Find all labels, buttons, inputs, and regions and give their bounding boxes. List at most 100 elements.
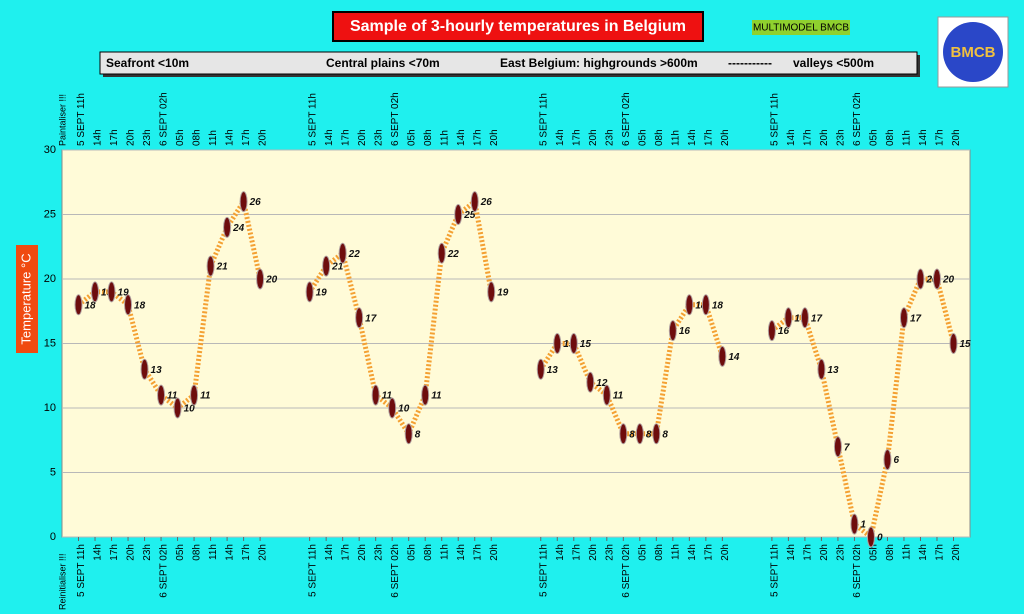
- point-marker: [553, 333, 562, 354]
- point-marker: [437, 242, 446, 264]
- x-tick-label-top: 23h: [142, 129, 153, 146]
- data-label: 18: [695, 300, 707, 311]
- point-marker: [668, 320, 677, 342]
- point-marker: [173, 397, 182, 419]
- point-marker: [800, 307, 809, 329]
- y-axis-label: Temperature °C: [18, 253, 33, 344]
- x-tick-label-top: 11h: [439, 130, 450, 146]
- point-marker: [949, 333, 958, 354]
- x-tick-label-top: 14h: [456, 129, 467, 146]
- x-tick-label: 5 SEPT 11h: [307, 544, 318, 597]
- x-tick-label: 14h: [687, 544, 698, 561]
- x-tick-label-top: 20h: [720, 129, 731, 146]
- point-marker: [388, 397, 397, 419]
- x-tick-label: 14h: [225, 544, 236, 561]
- data-label: 11: [200, 391, 211, 402]
- y-tick-label: 5: [50, 466, 56, 478]
- x-tick-label: 17h: [340, 544, 351, 561]
- y-tick-label: 20: [44, 273, 56, 285]
- y-tick-label: 0: [50, 531, 56, 543]
- point-marker: [487, 281, 496, 303]
- data-label: 18: [134, 300, 146, 311]
- data-label: 7: [844, 442, 850, 453]
- x-tick-label: 11h: [208, 544, 219, 560]
- point-marker: [355, 307, 364, 329]
- x-tick-label: 5 SEPT 11h: [770, 544, 781, 597]
- x-tick-label: 5 SEPT 11h: [76, 544, 87, 597]
- point-marker: [602, 384, 611, 406]
- point-marker: [833, 436, 842, 458]
- paint-button[interactable]: Paintaliser !!!: [57, 94, 67, 146]
- x-tick-label: 6 SEPT 02h: [390, 544, 401, 598]
- x-tick-label: 05h: [406, 544, 417, 561]
- reset-button[interactable]: Reinitialiser !!!: [57, 553, 67, 610]
- data-label: 15: [580, 339, 592, 350]
- point-marker: [223, 216, 232, 238]
- x-tick-label: 20h: [720, 544, 731, 561]
- data-label: 17: [365, 313, 377, 324]
- data-label: 17: [794, 313, 806, 324]
- data-label: 20: [925, 275, 938, 286]
- x-tick-label-top: 08h: [654, 129, 665, 146]
- data-label: 16: [679, 326, 691, 337]
- data-label: 20: [265, 275, 278, 286]
- x-tick-label-top: 08h: [423, 129, 434, 146]
- point-marker: [619, 423, 628, 445]
- point-marker: [817, 358, 826, 380]
- data-label: 18: [712, 300, 724, 311]
- x-tick-label-top: 5 SEPT 11h: [307, 93, 318, 146]
- chart-title: Sample of 3-hourly temperatures in Belgi…: [350, 18, 686, 35]
- x-tick-label-top: 17h: [703, 129, 714, 146]
- x-tick-label: 17h: [571, 544, 582, 561]
- x-tick-label-top: 05h: [637, 129, 648, 146]
- x-tick-label-top: 08h: [885, 129, 896, 146]
- point-marker: [652, 423, 661, 445]
- x-tick-label-top: 20h: [819, 129, 830, 146]
- data-label: 19: [497, 288, 509, 299]
- x-tick-label: 20h: [819, 544, 830, 561]
- x-tick-label: 23h: [142, 544, 153, 561]
- point-marker: [190, 384, 199, 406]
- data-label: 22: [447, 249, 460, 260]
- data-label: 19: [118, 288, 130, 299]
- y-tick-label: 25: [44, 208, 56, 220]
- x-tick-label-top: 23h: [836, 129, 847, 146]
- data-label: 16: [778, 326, 790, 337]
- x-tick-label: 14h: [918, 544, 929, 561]
- data-label: 20: [942, 275, 955, 286]
- point-marker: [454, 204, 463, 225]
- x-tick-label: 05h: [175, 544, 186, 561]
- data-label: 11: [613, 391, 624, 402]
- x-tick-label: 20h: [588, 544, 599, 561]
- point-marker: [124, 294, 133, 316]
- x-tick-label-top: 14h: [687, 129, 698, 146]
- point-marker: [569, 333, 578, 354]
- data-label: 8: [662, 429, 668, 440]
- x-tick-label-top: 05h: [869, 129, 880, 146]
- point-marker: [850, 513, 859, 535]
- point-marker: [470, 191, 479, 213]
- data-label: 8: [646, 429, 652, 440]
- legend-entry: valleys <500m: [793, 56, 874, 70]
- x-tick-label: 20h: [489, 544, 500, 561]
- x-tick-label: 6 SEPT 02h: [852, 544, 863, 598]
- data-label: 15: [563, 339, 575, 350]
- x-tick-label-top: 05h: [175, 129, 186, 146]
- data-label: 12: [596, 378, 608, 389]
- data-label: 6: [893, 455, 899, 466]
- point-marker: [256, 268, 265, 290]
- x-tick-label: 14h: [324, 544, 335, 561]
- data-label: 13: [827, 365, 839, 376]
- x-tick-label-top: 11h: [902, 130, 913, 146]
- data-label: 13: [547, 365, 559, 376]
- x-tick-label-top: 17h: [109, 129, 120, 146]
- x-tick-label: 23h: [373, 544, 384, 561]
- data-label: 21: [216, 262, 229, 273]
- y-label-box: [16, 245, 38, 353]
- x-tick-label: 08h: [885, 544, 896, 561]
- data-label: 11: [167, 391, 178, 402]
- x-tick-label: 11h: [670, 544, 681, 560]
- data-label: 8: [629, 429, 635, 440]
- x-tick-label-top: 5 SEPT 11h: [76, 93, 87, 146]
- point-marker: [916, 268, 925, 290]
